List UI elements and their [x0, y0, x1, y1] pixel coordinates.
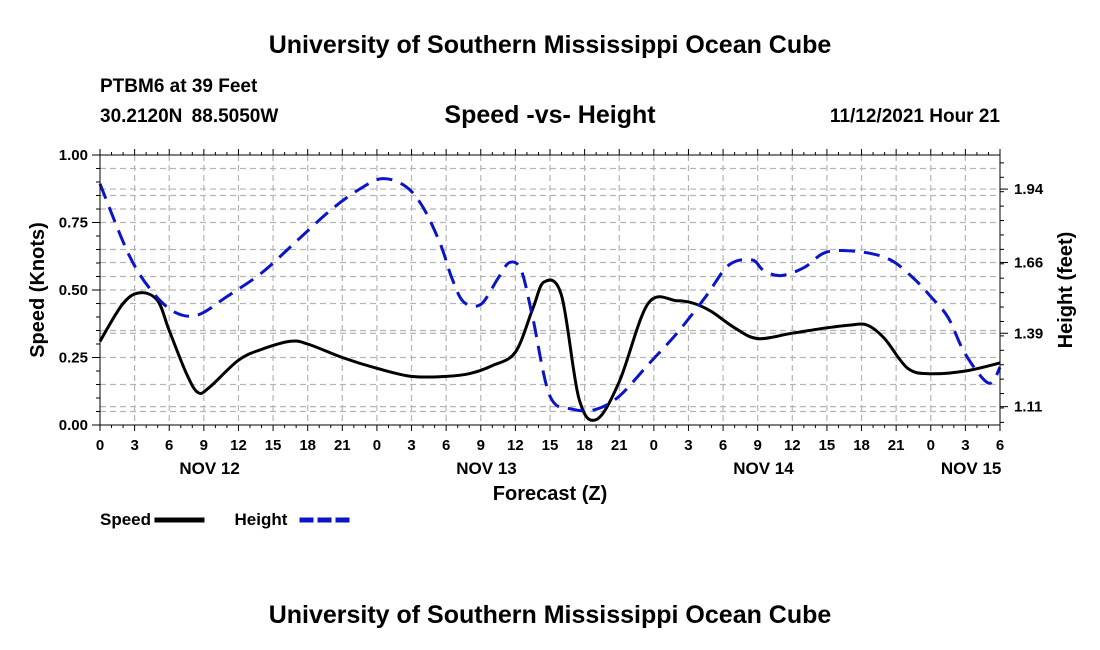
y-tick-label: 0.75: [59, 215, 88, 232]
x-tick-label: 12: [784, 437, 801, 454]
y2-tick-label: 1.94: [1014, 181, 1044, 198]
x-tick-label: 21: [888, 437, 905, 454]
chart-title-bottom: University of Southern Mississippi Ocean…: [268, 601, 832, 629]
y-tick-label: 0.50: [59, 282, 88, 299]
date-label: NOV 12: [179, 459, 239, 478]
x-tick-label: 9: [754, 437, 762, 454]
date-label: NOV 13: [456, 459, 516, 478]
date-label: NOV 14: [733, 459, 794, 478]
date-label: NOV 15: [941, 459, 1001, 478]
x-tick-label: 18: [299, 437, 316, 454]
legend-label: Height: [235, 510, 288, 529]
x-tick-label: 3: [130, 437, 138, 454]
x-tick-label: 3: [961, 437, 969, 454]
x-tick-label: 15: [542, 437, 559, 454]
series-layer: [98, 177, 1002, 422]
y2-tick-label: 1.66: [1014, 254, 1043, 271]
x-tick-label: 6: [996, 437, 1004, 454]
x-tick-label: 0: [96, 437, 104, 454]
x-tick-label: 21: [334, 437, 351, 454]
x-tick-label: 18: [576, 437, 593, 454]
y-tick-label: 0.00: [59, 417, 88, 434]
x-tick-label: 0: [927, 437, 935, 454]
chart-legend: Speed Height: [100, 510, 350, 529]
station-label: PTBM6 at 39 Feet: [100, 76, 258, 97]
station-coordinates: 30.2120N 88.5050W: [100, 106, 279, 127]
x-tick-label: 0: [650, 437, 658, 454]
y2-tick-label: 1.39: [1014, 325, 1043, 342]
x-tick-label: 6: [165, 437, 173, 454]
y-tick-label: 1.00: [59, 147, 88, 164]
y-axis-label: Speed (Knots): [27, 222, 49, 358]
x-tick-label: 6: [442, 437, 450, 454]
x-tick-label: 0: [373, 437, 381, 454]
y-tick-label: 0.25: [59, 350, 88, 367]
x-tick-label: 12: [230, 437, 247, 454]
chart-axes: 0 3 6 9 12 15 18 21 0 3 6 9 12 15 18 21 0 3 6 9 12 15 18 21 0 3 6N…: [59, 147, 1044, 478]
series-line-speed: [98, 278, 1001, 422]
series-line-height: [98, 177, 1002, 413]
x-tick-label: 12: [507, 437, 524, 454]
legend-label: Speed: [100, 510, 151, 529]
x-tick-label: 21: [611, 437, 628, 454]
x-tick-label: 6: [719, 437, 727, 454]
x-tick-label: 3: [684, 437, 692, 454]
y2-axis-label: Height (feet): [1055, 232, 1077, 349]
x-axis-label: Forecast (Z): [493, 483, 607, 505]
chart-title-top: University of Southern Mississippi Ocean…: [268, 31, 832, 59]
forecast-datetime: 11/12/2021 Hour 21: [829, 106, 1000, 127]
y2-tick-label: 1.11: [1014, 399, 1042, 416]
x-tick-label: 15: [819, 437, 836, 454]
x-tick-label: 3: [407, 437, 415, 454]
chart-subtitle: Speed -vs- Height: [444, 101, 656, 129]
x-tick-label: 18: [853, 437, 870, 454]
chart-grid: [100, 155, 1000, 425]
x-tick-label: 9: [477, 437, 485, 454]
x-tick-label: 9: [200, 437, 208, 454]
x-tick-label: 15: [265, 437, 282, 454]
